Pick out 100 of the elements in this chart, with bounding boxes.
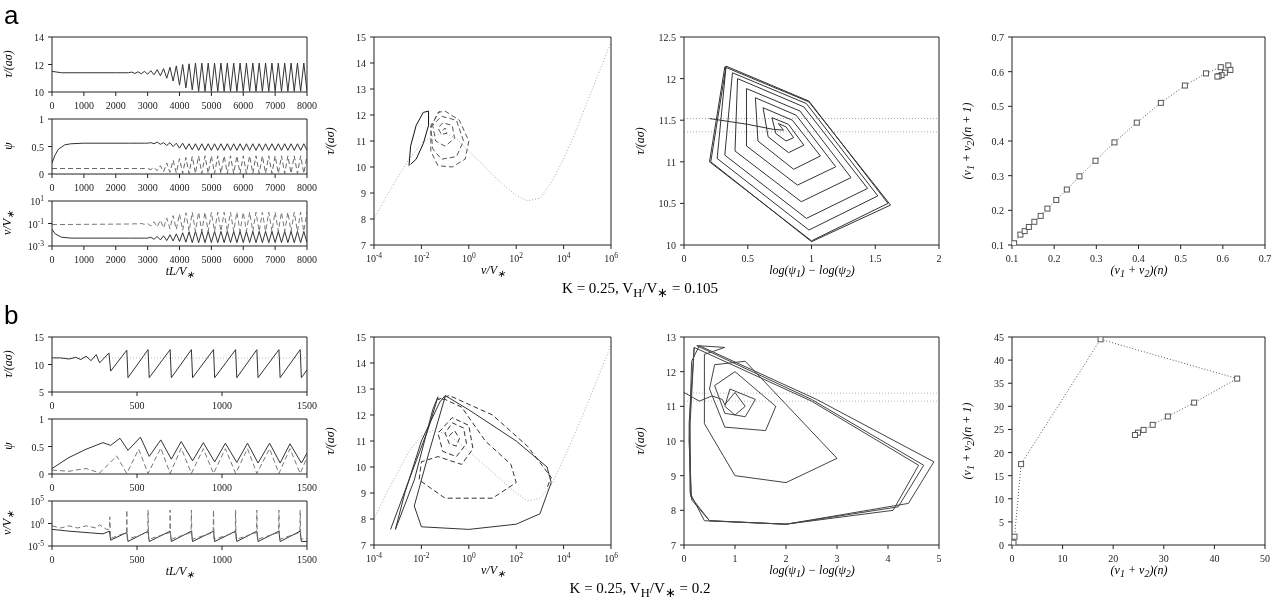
x-tick-label: 0	[1009, 553, 1015, 564]
x-axis-title: tL/V$_{∗}$	[165, 564, 195, 581]
y-tick-label: 0	[39, 469, 44, 480]
x-axis-title: tL/V$_{∗}$	[165, 264, 195, 281]
x-tick-label: 0	[49, 100, 55, 111]
x-tick-label: 10$^{0}$	[461, 250, 476, 264]
x-tick-label: 10$^{2}$	[509, 250, 524, 264]
y-tick-label: 11	[356, 136, 366, 147]
y-tick-label: 15	[356, 32, 366, 43]
x-axis-title: log(ψ$_{1}$) − log(ψ$_{2}$)	[769, 263, 855, 280]
point	[1202, 70, 1209, 77]
x-tick-label: 0	[681, 253, 687, 264]
y-axis-title: τ/(aσ)	[0, 350, 16, 378]
line-series	[684, 345, 935, 525]
x-tick-label: 10$^{-4}$	[365, 550, 383, 564]
x-tick-label: 0.6	[1216, 253, 1230, 264]
point	[1076, 173, 1083, 180]
point	[1053, 196, 1060, 203]
y-tick-label: 10$^{1}$	[30, 193, 45, 207]
x-tick-label: 6000	[233, 100, 254, 111]
point	[1017, 231, 1024, 238]
point	[1037, 212, 1044, 219]
x-tick-label: 4	[885, 553, 891, 564]
x-tick-label: 1500	[297, 482, 317, 493]
y-tick-label: 10.5	[658, 198, 676, 210]
x-tick-label: 8000	[297, 100, 317, 111]
y-tick-label: 0.2	[991, 205, 1004, 217]
x-tick-label: 0	[49, 400, 55, 411]
y-tick-label: 10	[34, 359, 44, 371]
y-axis-title: ψ	[0, 142, 16, 150]
text: K = 0.25, V$_{H}$/V$_{∗}$ = 0.105	[562, 280, 718, 301]
y-tick-label: 1	[39, 114, 44, 125]
x-tick-label: 500	[129, 554, 145, 565]
x-tick-label: 4000	[169, 254, 190, 265]
x-tick-label: 0	[49, 482, 55, 493]
x-tick-label: 0.2	[1047, 253, 1061, 264]
x-tick-label: 10$^{4}$	[556, 550, 571, 564]
y-tick-label: 0	[999, 540, 1004, 551]
y-tick-label: 8	[361, 214, 366, 225]
x-tick-label: 50	[1260, 553, 1270, 564]
x-tick-label: 1000	[73, 254, 94, 265]
x-tick-label: 10$^{-2}$	[413, 550, 430, 564]
x-tick-label: 7000	[265, 254, 286, 265]
y-tick-label: 0.7	[991, 32, 1004, 43]
x-tick-label: 0	[49, 254, 55, 265]
x-tick-label: 4000	[169, 182, 190, 193]
y-tick-label: 12	[666, 73, 676, 85]
x-tick-label: 1.5	[869, 253, 882, 264]
y-tick-label: 25	[994, 424, 1004, 436]
point	[1164, 413, 1171, 420]
y-tick-label: 10	[356, 462, 366, 473]
y-tick-label: 10$^{-3}$	[27, 238, 45, 252]
y-tick-label: 8	[671, 505, 676, 517]
y-tick-label: 11	[356, 436, 366, 447]
x-tick-label: 2000	[105, 254, 126, 265]
y-tick-label: 10$^{0}$	[30, 516, 45, 530]
line-series	[52, 349, 307, 379]
point	[1140, 426, 1147, 433]
y-tick-label: 9	[671, 470, 676, 482]
point	[1018, 461, 1025, 468]
y-axis-title: τ/(aσ)	[322, 426, 338, 455]
x-tick-label: 2000	[105, 100, 126, 111]
y-tick-label: 45	[994, 332, 1004, 343]
x-tick-label: 0	[49, 182, 55, 193]
point	[1227, 66, 1234, 73]
x-tick-label: 0.4	[1132, 253, 1145, 264]
y-tick-label: 10$^{-1}$	[27, 216, 45, 230]
x-tick-label: 8000	[297, 182, 317, 193]
y-tick-label: 0.5	[31, 441, 44, 453]
x-tick-label: 10	[1057, 553, 1068, 564]
text: a	[4, 0, 19, 31]
x-tick-label: 1000	[212, 482, 232, 493]
x-tick-label: 0	[681, 553, 687, 564]
x-tick-label: 0.5	[1174, 253, 1187, 264]
y-tick-label: 20	[994, 447, 1004, 459]
point	[1044, 205, 1051, 212]
y-axis-title: τ/(aσ)	[632, 126, 648, 155]
point	[1025, 223, 1032, 230]
y-tick-label: 0.1	[991, 240, 1004, 251]
point	[1234, 375, 1241, 382]
y-tick-label: 10	[994, 493, 1004, 505]
y-tick-label: 15	[994, 470, 1004, 482]
y-tick-label: 10$^{5}$	[30, 493, 45, 507]
line-series	[52, 141, 307, 164]
x-tick-label: 0.5	[741, 253, 754, 264]
y-tick-label: 11	[666, 401, 676, 413]
x-tick-label: 5000	[201, 100, 222, 111]
y-tick-label: 5	[999, 516, 1004, 528]
y-tick-label: 14	[34, 32, 44, 43]
x-tick-label: 10$^{2}$	[509, 550, 524, 564]
y-axis-title: τ/(aσ)	[0, 50, 16, 78]
y-tick-label: 10$^{-5}$	[27, 538, 45, 552]
x-tick-label: 10$^{6}$	[604, 550, 619, 564]
y-tick-label: 11	[666, 156, 676, 168]
x-tick-label: 10$^{6}$	[604, 250, 619, 264]
x-tick-label: 5000	[201, 182, 222, 193]
x-tick-label: 10$^{-2}$	[413, 250, 430, 264]
x-tick-label: 30	[1158, 553, 1169, 564]
y-tick-label: 5	[39, 387, 44, 398]
x-tick-label: 1500	[297, 400, 317, 411]
